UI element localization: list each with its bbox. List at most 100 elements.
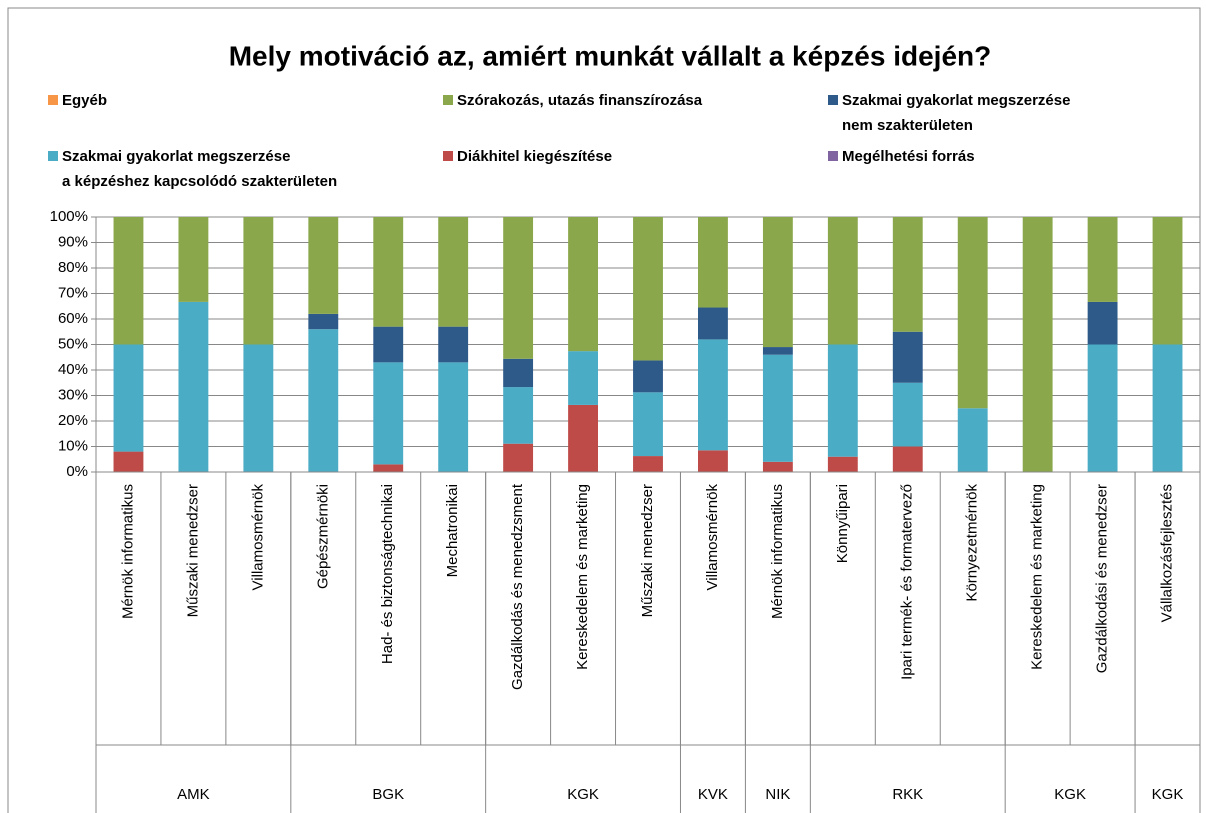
bar-segment bbox=[308, 313, 339, 330]
legend-label: Egyéb bbox=[62, 92, 108, 109]
bar-segment bbox=[243, 217, 274, 345]
x-tick-label: Mérnök informatikus bbox=[119, 484, 136, 619]
group-label: BGK bbox=[372, 786, 404, 803]
bar-segment bbox=[1087, 344, 1118, 472]
x-tick-label: Villamosmérnök bbox=[704, 484, 721, 591]
bar-segment bbox=[698, 217, 728, 308]
x-tick-label: Kereskedelem és marketing bbox=[574, 484, 591, 670]
bar-segment bbox=[827, 456, 858, 472]
bar-segment bbox=[568, 404, 598, 472]
bar-segment bbox=[1087, 301, 1118, 345]
y-tick-label: 50% bbox=[58, 335, 88, 352]
chart-border bbox=[7, 7, 1201, 813]
bar-segment bbox=[1022, 217, 1053, 472]
x-tick-label: Mérnök informatikus bbox=[769, 484, 786, 619]
chart-title: Mely motiváció az, amiért munkát vállalt… bbox=[229, 40, 992, 71]
y-tick-label: 60% bbox=[58, 310, 88, 327]
bar-segment bbox=[568, 217, 598, 352]
bar-segment bbox=[762, 354, 793, 462]
legend-entry: Szakmai gyakorlat megszerzése nem szakte… bbox=[828, 88, 1070, 138]
x-tick-label: Könnyűipari bbox=[834, 484, 851, 563]
bar-segment bbox=[762, 217, 793, 348]
bar-segment bbox=[957, 408, 988, 472]
legend-entry: Megélhetési forrás bbox=[828, 144, 975, 169]
bar-segment bbox=[957, 217, 988, 409]
legend-label: Megélhetési forrás bbox=[842, 148, 975, 165]
bar-segment bbox=[438, 217, 469, 327]
y-tick-label: 20% bbox=[58, 412, 88, 429]
bar-segment bbox=[308, 217, 339, 314]
x-tick-label: Villamosmérnök bbox=[249, 484, 266, 591]
legend-swatch bbox=[443, 95, 453, 105]
bar-segment bbox=[633, 456, 663, 472]
legend-label: Szakmai gyakorlat megszerzése nem szakte… bbox=[842, 92, 1071, 134]
group-label: KGK bbox=[567, 786, 599, 803]
bar-segment bbox=[1152, 217, 1183, 345]
x-tick-label: Vállalkozásfejlesztés bbox=[1158, 484, 1175, 622]
legend-swatch bbox=[48, 151, 58, 161]
bar-segment bbox=[698, 307, 728, 340]
legend-entry: Diákhitel kiegészítése bbox=[443, 144, 612, 169]
bar-segment bbox=[892, 217, 923, 332]
group-label: KGK bbox=[1152, 786, 1184, 803]
bar-segment bbox=[633, 392, 663, 457]
bar-segment bbox=[438, 326, 469, 363]
bar-segment bbox=[633, 360, 663, 393]
bar-segment bbox=[243, 344, 274, 472]
legend-swatch bbox=[828, 95, 838, 105]
bar-segment bbox=[308, 329, 339, 472]
bar-segment bbox=[698, 339, 728, 451]
bar-segment bbox=[892, 382, 923, 447]
legend-label: Diákhitel kiegészítése bbox=[457, 148, 613, 165]
x-tick-label: Mechatronikai bbox=[444, 484, 461, 577]
bar-segment bbox=[892, 331, 923, 383]
y-tick-label: 30% bbox=[58, 386, 88, 403]
bar-segment bbox=[113, 217, 144, 345]
bar-segment bbox=[762, 347, 793, 355]
x-tick-label: Gazdálkodási és menedzser bbox=[1094, 484, 1111, 673]
bar-segment bbox=[113, 451, 144, 472]
y-tick-label: 80% bbox=[58, 259, 88, 276]
y-tick-label: 40% bbox=[58, 361, 88, 378]
group-label: KGK bbox=[1054, 786, 1086, 803]
x-tick-label: Műszaki menedzser bbox=[639, 484, 656, 617]
x-tick-label: Környezetmérnök bbox=[964, 484, 981, 602]
x-tick-label: Had- és biztonságtechnikai bbox=[379, 484, 396, 664]
x-tick-label: Műszaki menedzser bbox=[184, 484, 201, 617]
bar-segment bbox=[827, 217, 858, 345]
y-tick-label: 70% bbox=[58, 284, 88, 301]
bar-segment bbox=[633, 217, 663, 361]
x-tick-label: Ipari termék- és formatervező bbox=[899, 484, 916, 680]
group-label: KVK bbox=[698, 786, 728, 803]
x-tick-label: Gazdálkodás és menedzsment bbox=[509, 483, 526, 690]
legend-entry: Egyéb bbox=[48, 88, 107, 113]
bar-segment bbox=[373, 464, 404, 472]
bar-segment bbox=[1087, 217, 1118, 302]
group-label: RKK bbox=[892, 786, 923, 803]
bar-segment bbox=[438, 362, 469, 472]
bar-segment bbox=[373, 326, 404, 363]
y-tick-label: 100% bbox=[50, 208, 88, 225]
bar-segment bbox=[178, 217, 209, 302]
y-tick-label: 0% bbox=[66, 463, 88, 480]
bar-segment bbox=[503, 358, 534, 388]
bar-segment bbox=[503, 443, 534, 472]
legend-entry: Szakmai gyakorlat megszerzése a képzéshe… bbox=[48, 144, 337, 194]
legend-swatch bbox=[48, 95, 58, 105]
group-label: AMK bbox=[177, 786, 210, 803]
y-tick-label: 10% bbox=[58, 437, 88, 454]
group-label: NIK bbox=[765, 786, 790, 803]
x-tick-label: Gépészmérnöki bbox=[314, 484, 331, 589]
bar-segment bbox=[113, 344, 144, 452]
bar-segment bbox=[503, 387, 534, 444]
bar-segment bbox=[373, 217, 404, 327]
legend-label: Szórakozás, utazás finanszírozása bbox=[457, 92, 703, 109]
bar-segment bbox=[762, 461, 793, 472]
legend-entry: Szórakozás, utazás finanszírozása bbox=[443, 88, 702, 113]
x-tick-label: Kereskedelem és marketing bbox=[1029, 484, 1046, 670]
bar-segment bbox=[178, 301, 209, 472]
bar-segment bbox=[892, 446, 923, 472]
bar-segment bbox=[503, 217, 534, 359]
bar-segment bbox=[698, 450, 728, 472]
